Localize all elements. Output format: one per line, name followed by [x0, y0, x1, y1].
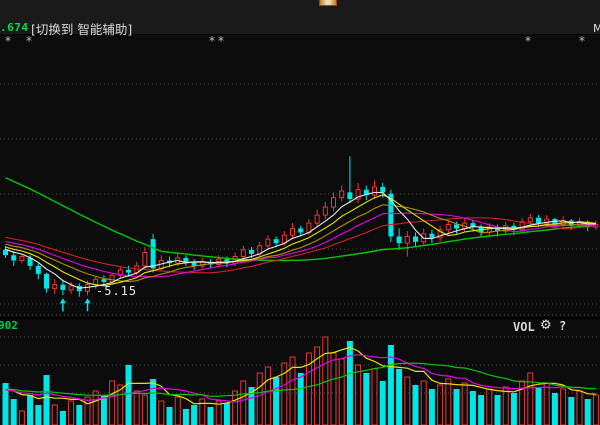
low-price-annotation: -5.15 [96, 284, 138, 298]
price-readout: .674 [0, 21, 29, 34]
star-marker: * [209, 34, 215, 48]
star-marker: * [579, 34, 585, 48]
app-logo-icon[interactable] [319, 0, 337, 6]
star-marker: * [218, 34, 224, 48]
star-marker: * [5, 34, 11, 48]
star-marker: * [525, 34, 531, 48]
pane-divider [0, 318, 600, 334]
help-icon[interactable]: ? [559, 319, 567, 333]
volume-readout: 902 [0, 319, 18, 332]
vol-indicator-label[interactable]: VOL [513, 320, 535, 334]
title-bar [0, 0, 600, 35]
switch-smart-assist-button[interactable]: [切换到 智能辅助] [31, 22, 133, 37]
clipped-right-text: M [593, 22, 600, 35]
star-marker: * [26, 34, 32, 48]
gear-icon[interactable]: ⚙ [540, 318, 552, 333]
